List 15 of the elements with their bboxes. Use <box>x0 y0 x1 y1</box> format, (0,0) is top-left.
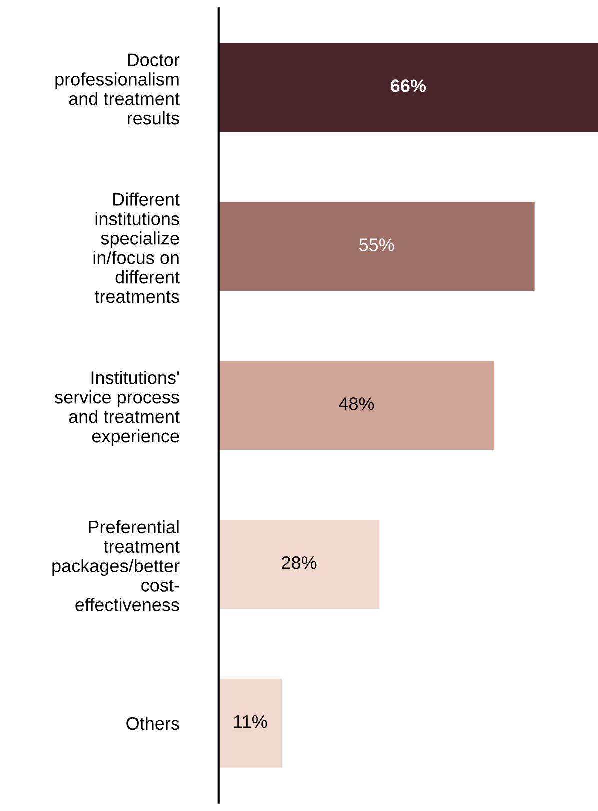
bar <box>218 678 282 768</box>
bar <box>218 202 535 292</box>
bar <box>218 520 380 609</box>
data-label: 28% <box>282 556 317 570</box>
y-tick-label: Others <box>126 716 180 730</box>
data-label: 48% <box>339 398 374 410</box>
bar <box>218 43 598 132</box>
y-tick-label: Doctor professionalism and treatment results <box>56 54 180 125</box>
data-label: 55% <box>359 238 394 252</box>
y-tick-label: Preferential treatment packages/better cost- effectiveness <box>52 520 180 612</box>
data-label: 66% <box>391 80 426 92</box>
y-tick-label: Different institutions specialize in/focus on different treatments <box>94 192 180 304</box>
bar <box>218 360 495 450</box>
data-label: 11% <box>234 716 268 728</box>
y-tick-label: Institutions' service process and treatment experience <box>55 371 180 446</box>
